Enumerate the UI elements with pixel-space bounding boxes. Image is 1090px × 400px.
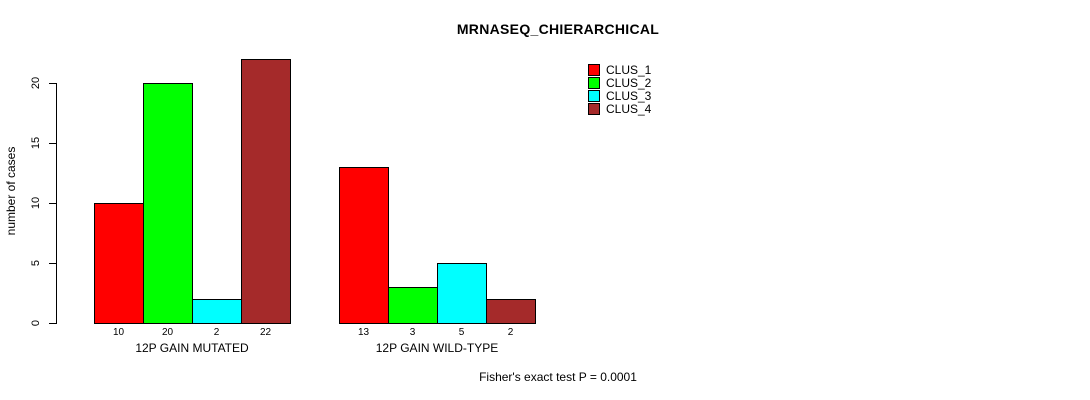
y-axis-tick-label: 5: [30, 259, 42, 267]
bar-value-label: 2: [213, 327, 220, 338]
bar-value-label: 3: [409, 327, 416, 338]
y-axis-tick: [49, 143, 56, 144]
bar-value-label: 2: [507, 327, 514, 338]
y-axis-tick-label: 0: [30, 319, 42, 327]
y-axis-tick: [49, 83, 56, 84]
bar-value-label: 5: [458, 327, 465, 338]
y-axis-tick: [49, 203, 56, 204]
annotation-text: Fisher's exact test P = 0.0001: [479, 370, 637, 384]
bar-value-label: 22: [259, 327, 272, 338]
bar-value-label: 13: [357, 327, 370, 338]
bar-clus_4: [486, 299, 536, 324]
bar-clus_2: [143, 83, 193, 324]
legend-swatch-clus_3: [588, 90, 600, 102]
y-axis-line: [56, 83, 57, 324]
bar-value-label: 20: [161, 327, 174, 338]
y-axis-tick: [49, 263, 56, 264]
x-axis-group-label: 12P GAIN MUTATED: [135, 341, 249, 355]
bar-clus_3: [192, 299, 242, 324]
bar-value-label: 10: [112, 327, 125, 338]
chart-title: MRNASEQ_CHIERARCHICAL: [456, 21, 660, 37]
legend-swatch-clus_2: [588, 77, 600, 89]
legend-swatch-clus_4: [588, 103, 600, 115]
bar-clus_3: [437, 263, 487, 324]
y-axis-label: number of cases: [4, 146, 18, 236]
y-axis-tick-label: 20: [30, 76, 42, 90]
bar-clus_1: [339, 167, 389, 324]
legend-label: CLUS_1: [606, 63, 652, 77]
legend-swatch-clus_1: [588, 64, 600, 76]
bar-clus_2: [388, 287, 438, 324]
bar-clus_1: [94, 203, 144, 324]
y-axis-tick-label: 10: [30, 196, 42, 210]
legend-label: CLUS_3: [606, 89, 652, 103]
x-axis-group-label: 12P GAIN WILD-TYPE: [375, 341, 499, 355]
bar-clus_4: [241, 59, 291, 324]
legend-label: CLUS_2: [606, 76, 652, 90]
y-axis-tick: [49, 323, 56, 324]
y-axis-tick-label: 15: [30, 136, 42, 150]
legend-label: CLUS_4: [606, 102, 652, 116]
